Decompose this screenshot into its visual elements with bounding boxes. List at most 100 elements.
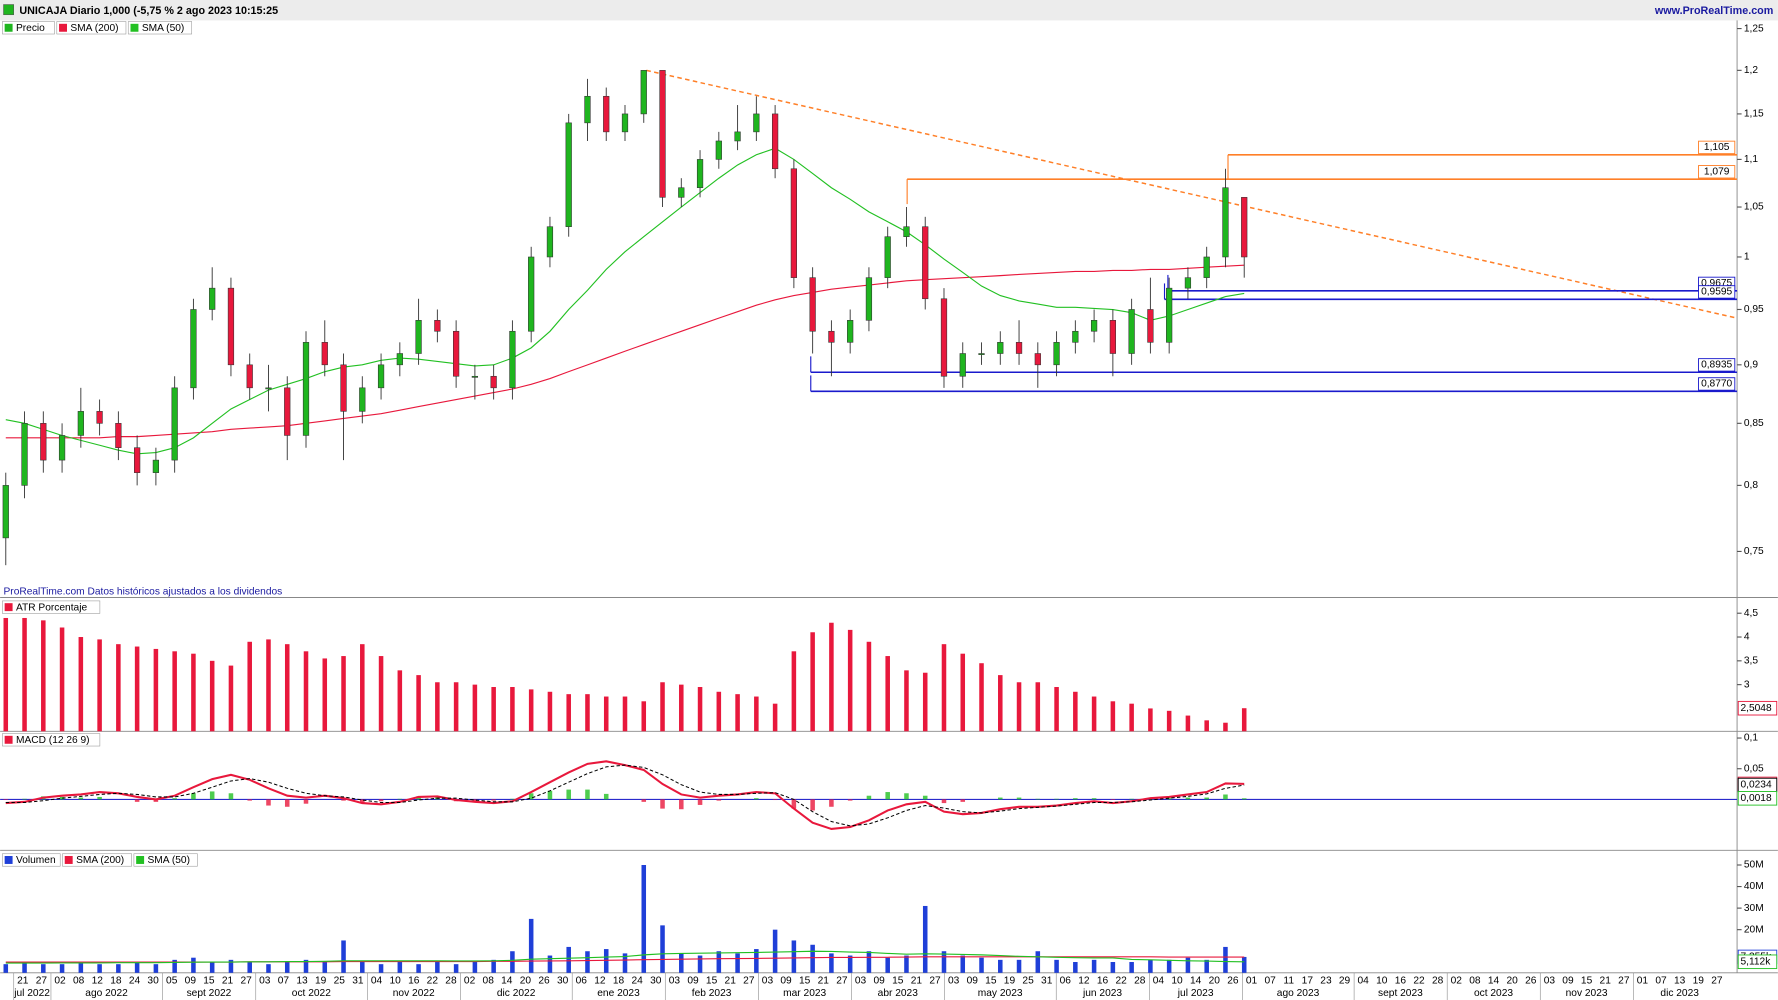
bar: [622, 696, 628, 732]
value-box: [1737, 791, 1778, 806]
legend-box: [62, 853, 132, 867]
bar: [979, 957, 984, 973]
histogram-bar: [1204, 797, 1209, 800]
bar: [660, 925, 665, 973]
candle-body: [940, 298, 948, 377]
bar: [41, 620, 46, 732]
histogram-bar: [360, 799, 365, 803]
candle-body: [847, 320, 854, 343]
header-site[interactable]: www.ProRealTime.com: [1654, 5, 1773, 17]
candle-body: [190, 309, 197, 389]
bar: [1035, 682, 1041, 732]
value-box: [1737, 954, 1778, 970]
x-tick-label: 07: [1655, 975, 1667, 986]
bar: [735, 953, 740, 973]
bar: [303, 959, 309, 973]
candle-body: [1241, 197, 1248, 258]
x-month-label: jul 2022: [13, 988, 50, 999]
x-tick-label: 15: [706, 975, 718, 986]
legend-box: [56, 21, 127, 35]
bar: [1091, 959, 1097, 973]
bar: [679, 684, 684, 732]
bar: [341, 656, 346, 732]
bar: [266, 639, 271, 732]
bar: [622, 953, 628, 973]
bar: [1054, 687, 1059, 732]
bar: [998, 675, 1003, 732]
histogram-bar: [1166, 798, 1172, 800]
level-box: [1698, 140, 1736, 155]
bar: [528, 689, 534, 732]
candle-body: [828, 330, 835, 343]
x-tick-label: 30: [557, 975, 569, 986]
bar: [810, 944, 815, 973]
level-label: 1,105: [1704, 142, 1730, 153]
candle-body: [1072, 330, 1079, 343]
bar: [772, 703, 778, 732]
x-tick-label: 04: [1153, 975, 1165, 986]
x-month-label: oct 2023: [1474, 988, 1513, 999]
histogram-bar: [472, 799, 478, 802]
bar: [660, 682, 665, 732]
bar: [1016, 959, 1022, 973]
candle-body: [1034, 353, 1041, 366]
histogram-bar: [1241, 798, 1247, 800]
bar: [341, 940, 346, 973]
bar: [228, 959, 234, 973]
x-tick-label: 21: [911, 975, 923, 986]
bar: [1016, 682, 1022, 732]
histogram-bar: [1073, 798, 1078, 800]
histogram-bar: [1035, 798, 1041, 800]
x-tick-label: 27: [836, 975, 848, 986]
x-tick-label: 20: [520, 975, 532, 986]
histogram-bar: [378, 799, 384, 802]
histogram-bar: [641, 799, 647, 802]
histogram-bar: [1185, 797, 1191, 800]
candle-body: [565, 122, 572, 228]
x-month-label: sept 2023: [1378, 988, 1423, 999]
legend-label: Volumen: [16, 855, 56, 866]
y-tick-label: 0,95: [1744, 304, 1764, 315]
bar: [847, 955, 853, 973]
y-tick-label: 30M: [1744, 903, 1764, 914]
histogram-bar: [153, 799, 159, 802]
histogram-bar: [528, 793, 534, 800]
legend-box: [2, 733, 101, 747]
bar: [641, 701, 647, 732]
x-month-label: dic 2023: [1660, 988, 1699, 999]
level-box: [1698, 377, 1736, 391]
x-tick-label: 24: [631, 975, 643, 986]
histogram-bar: [904, 793, 909, 800]
y-tick-label: 4,5: [1744, 608, 1758, 619]
bar: [209, 660, 215, 732]
candle-body: [152, 459, 160, 473]
level-box: [1698, 285, 1736, 299]
bar: [97, 639, 102, 732]
x-tick-label: 02: [464, 975, 476, 986]
x-tick-label: 31: [1041, 975, 1053, 986]
x-tick-label: 10: [1376, 975, 1388, 986]
bar: [191, 653, 196, 732]
x-tick-label: 14: [1190, 975, 1202, 986]
candle-body: [1053, 342, 1060, 366]
bar: [1223, 946, 1228, 973]
x-tick-label: 24: [129, 975, 141, 986]
bar: [1166, 959, 1172, 973]
bar: [998, 959, 1003, 973]
legend-box: [2, 853, 61, 867]
bar: [1185, 715, 1191, 732]
candle-body: [865, 277, 873, 321]
bar: [754, 949, 759, 973]
bar: [416, 964, 421, 973]
candle-body: [434, 320, 441, 332]
value-label: 0,0018: [1740, 793, 1771, 804]
candle-body: [265, 387, 272, 390]
candle-body: [321, 342, 328, 366]
x-tick-label: 15: [1581, 975, 1593, 986]
bar: [378, 964, 384, 973]
x-tick-label: 19: [1693, 975, 1705, 986]
x-month-label: jun 2023: [1082, 988, 1122, 999]
value-label: 0,0234: [1740, 780, 1771, 791]
bar: [791, 940, 797, 973]
